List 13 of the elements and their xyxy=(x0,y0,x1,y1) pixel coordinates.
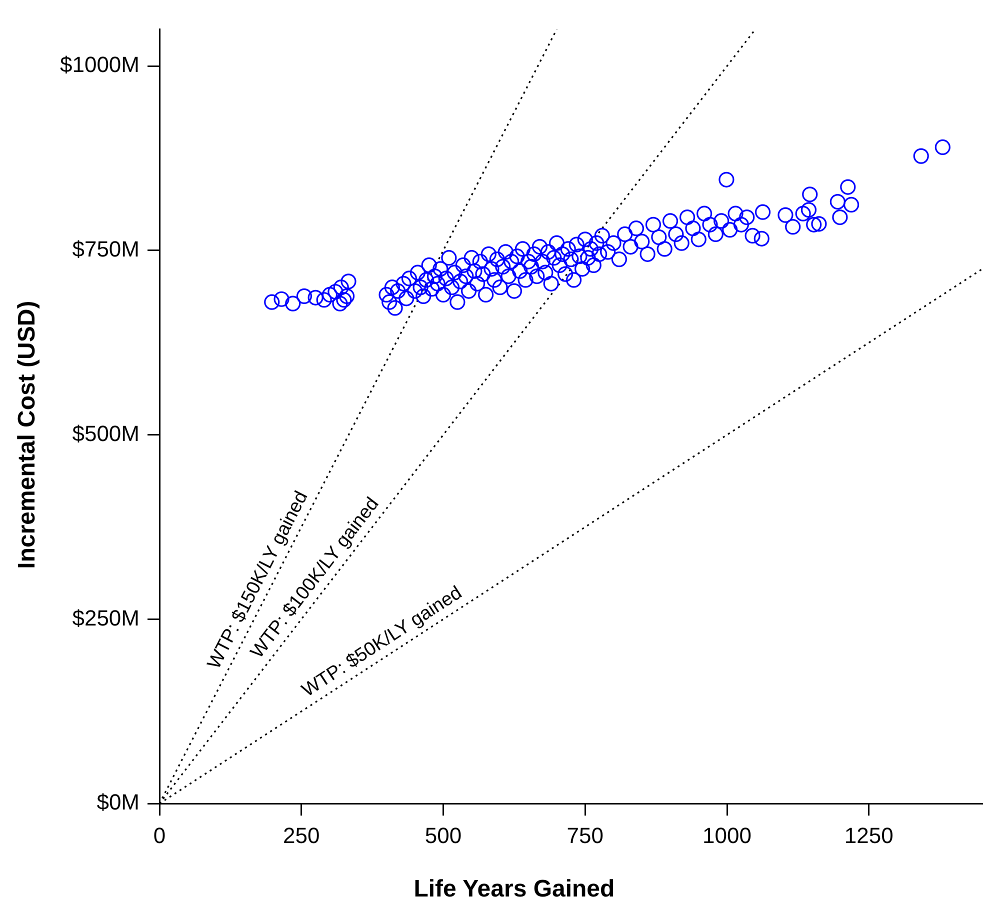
y-tick-label: $1000M xyxy=(60,52,140,78)
y-axis-title: Incremental Cost (USD) xyxy=(14,300,41,569)
x-tick-label: 750 xyxy=(566,822,604,848)
y-tick-label: $250M xyxy=(72,605,140,630)
x-tick-label: 0 xyxy=(153,822,166,848)
y-tick-label: $750M xyxy=(72,236,140,262)
x-axis-title: Life Years Gained xyxy=(414,876,615,903)
y-tick-label: $500M xyxy=(72,420,140,446)
x-tick-label: 1000 xyxy=(702,822,752,848)
x-tick-label: 250 xyxy=(283,822,320,848)
x-tick-label: 1250 xyxy=(844,822,894,848)
y-tick-label: $0M xyxy=(96,790,140,815)
x-tick-label: 500 xyxy=(424,822,462,848)
